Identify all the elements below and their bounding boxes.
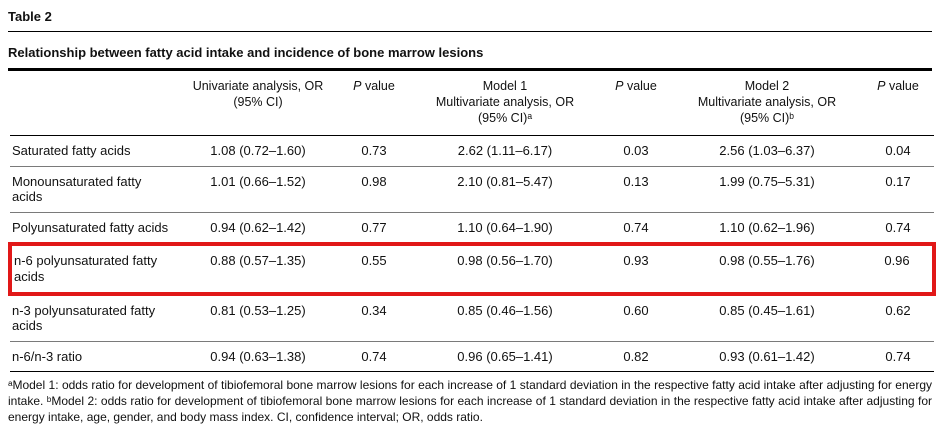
column-header-model1: Model 1 Multivariate analysis, OR (95% C…	[410, 71, 600, 136]
column-header-pvalue-1: P value	[338, 71, 410, 136]
cell-value: 1.99 (0.75–5.31)	[672, 166, 862, 213]
cell-value: 0.81 (0.53–1.25)	[178, 293, 338, 342]
cell-value: 0.04	[862, 135, 934, 167]
cell-value: 1.10 (0.64–1.90)	[410, 212, 600, 245]
row-label: Monounsaturated fatty acids	[10, 166, 178, 213]
row-label: n-3 polyunsaturated fatty acids	[10, 293, 178, 342]
cell-value: 0.74	[862, 212, 934, 245]
cell-value: 0.03	[600, 135, 672, 167]
column-header-empty	[10, 71, 178, 136]
table-row: n-3 polyunsaturated fatty acids 0.81 (0.…	[10, 293, 934, 342]
table-title: Relationship between fatty acid intake a…	[8, 32, 932, 71]
row-label: n-6/n-3 ratio	[10, 341, 178, 373]
cell-value: 0.77	[338, 212, 410, 245]
pvalue-rest: value	[623, 79, 657, 93]
cell-value: 0.73	[338, 135, 410, 167]
row-label: Polyunsaturated fatty acids	[10, 212, 178, 245]
cell-value: 0.93	[600, 242, 672, 296]
table-footnote: ᵃModel 1: odds ratio for development of …	[8, 378, 932, 424]
column-header-pvalue-3: P value	[862, 71, 934, 136]
cell-value: 0.74	[338, 341, 410, 373]
table-row: Saturated fatty acids 1.08 (0.72–1.60) 0…	[10, 135, 934, 167]
cell-value: 0.34	[338, 293, 410, 342]
column-header-pvalue-2: P value	[600, 71, 672, 136]
cell-value: 0.98	[338, 166, 410, 213]
cell-value: 0.98 (0.56–1.70)	[410, 242, 600, 296]
cell-value: 0.93 (0.61–1.42)	[672, 341, 862, 373]
cell-value: 0.82	[600, 341, 672, 373]
cell-value: 0.13	[600, 166, 672, 213]
cell-value: 1.08 (0.72–1.60)	[178, 135, 338, 167]
cell-value: 0.74	[600, 212, 672, 245]
cell-value: 2.10 (0.81–5.47)	[410, 166, 600, 213]
header-row: Univariate analysis, OR (95% CI) P value…	[10, 71, 934, 136]
table-row: n-6/n-3 ratio 0.94 (0.63–1.38) 0.74 0.96…	[10, 341, 934, 373]
cell-value: 0.62	[862, 293, 934, 342]
cell-value: 0.60	[600, 293, 672, 342]
cell-value: 2.56 (1.03–6.37)	[672, 135, 862, 167]
cell-value: 0.96	[862, 242, 936, 296]
row-label: Saturated fatty acids	[10, 135, 178, 167]
pvalue-italic: P	[877, 79, 886, 93]
cell-value: 0.74	[862, 341, 934, 373]
pvalue-rest: value	[885, 79, 919, 93]
data-table: Univariate analysis, OR (95% CI) P value…	[8, 71, 936, 373]
cell-value: 1.10 (0.62–1.96)	[672, 212, 862, 245]
cell-value: 0.96 (0.65–1.41)	[410, 341, 600, 373]
pvalue-italic: P	[353, 79, 362, 93]
table-row: Polyunsaturated fatty acids 0.94 (0.62–1…	[10, 212, 934, 245]
cell-value: 0.94 (0.63–1.38)	[178, 341, 338, 373]
cell-value: 0.55	[338, 242, 410, 296]
cell-value: 0.94 (0.62–1.42)	[178, 212, 338, 245]
cell-value: 0.98 (0.55–1.76)	[672, 242, 862, 296]
row-label: n-6 polyunsaturated fatty acids	[8, 242, 178, 296]
pvalue-italic: P	[615, 79, 624, 93]
column-header-model2: Model 2 Multivariate analysis, OR (95% C…	[672, 71, 862, 136]
cell-value: 1.01 (0.66–1.52)	[178, 166, 338, 213]
cell-value: 0.88 (0.57–1.35)	[178, 242, 338, 296]
column-header-univariate: Univariate analysis, OR (95% CI)	[178, 71, 338, 136]
cell-value: 2.62 (1.11–6.17)	[410, 135, 600, 167]
cell-value: 0.85 (0.45–1.61)	[672, 293, 862, 342]
cell-value: 0.17	[862, 166, 934, 213]
cell-value: 0.85 (0.46–1.56)	[410, 293, 600, 342]
pvalue-rest: value	[361, 79, 395, 93]
table-row-highlighted: n-6 polyunsaturated fatty acids 0.88 (0.…	[8, 242, 936, 296]
table-label: Table 2	[8, 5, 932, 32]
table-row: Monounsaturated fatty acids 1.01 (0.66–1…	[10, 166, 934, 213]
